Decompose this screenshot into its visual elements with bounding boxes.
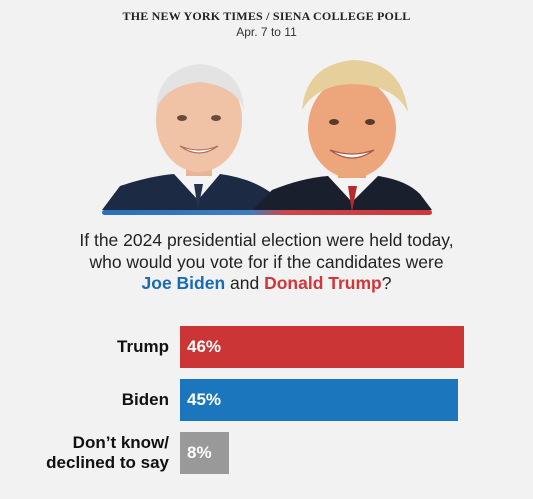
biden-portrait xyxy=(102,64,282,210)
bar-value-biden: 45% xyxy=(187,390,222,409)
bar-value-undecided: 8% xyxy=(187,443,212,462)
bar-label-undecided: Don’t know/declined to say xyxy=(46,433,169,472)
chart-header: THE NEW YORK TIMES / SIENA COLLEGE POLL … xyxy=(0,8,533,40)
biden-name: Joe Biden xyxy=(141,273,226,293)
bar-trump xyxy=(180,326,464,368)
question-line-2: who would you vote for if the candidates… xyxy=(89,251,444,272)
question-connector: and xyxy=(230,273,260,293)
bar-biden xyxy=(180,379,458,421)
poll-dates: Apr. 7 to 11 xyxy=(236,25,297,39)
bar-undecided xyxy=(180,432,229,474)
poll-source: THE NEW YORK TIMES / SIENA COLLEGE POLL xyxy=(122,9,411,23)
bar-label-trump: Trump xyxy=(117,337,169,356)
candidate-portraits xyxy=(102,50,432,216)
question-mark: ? xyxy=(381,273,392,293)
bar-label-biden: Biden xyxy=(121,390,169,409)
color-stripe xyxy=(102,210,432,215)
portraits-illustration xyxy=(102,60,432,215)
trump-name: Donald Trump xyxy=(264,273,382,293)
question-line-3: Joe Biden and Donald Trump? xyxy=(30,273,503,295)
bar-value-trump: 46% xyxy=(187,337,222,356)
trump-portrait xyxy=(252,60,432,212)
poll-question: If the 2024 presidential election were h… xyxy=(30,230,503,295)
question-line-1: If the 2024 presidential election were h… xyxy=(79,230,454,250)
